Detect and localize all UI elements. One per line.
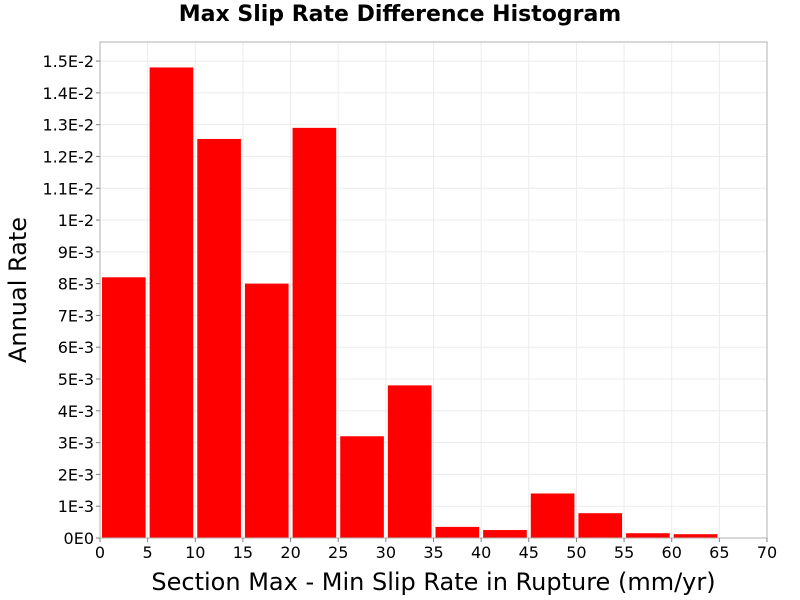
y-tick-label: 0E0 (64, 529, 94, 548)
y-tick-label: 8E-3 (58, 275, 94, 294)
bars-layer (102, 67, 718, 538)
y-tick-label: 1.3E-2 (42, 116, 94, 135)
y-tick-label: 9E-3 (58, 243, 94, 262)
y-tick-label: 1E-2 (58, 211, 94, 230)
x-tick-label: 30 (376, 543, 396, 562)
x-tick-label: 10 (185, 543, 205, 562)
y-tick-label: 7E-3 (58, 306, 94, 325)
histogram-bar (197, 138, 241, 538)
y-tick-label: 1.5E-2 (42, 52, 94, 71)
histogram-bar (292, 127, 337, 538)
x-tick-label: 45 (519, 543, 539, 562)
x-tick-label: 5 (143, 543, 153, 562)
grid-layer (99, 42, 768, 539)
x-tick-label: 50 (566, 543, 586, 562)
y-axis: 0E0 1E-3 2E-3 3E-3 4E-3 5E-3 6E-3 7E-3 8E-3 9E-3 1… (42, 52, 100, 548)
y-tick-label: 1.4E-2 (42, 84, 94, 103)
histogram-bar (102, 277, 146, 538)
histogram-bar (673, 534, 718, 538)
x-axis-label: Section Max - Min Slip Rate in Rupture (… (151, 568, 715, 596)
x-tick-label: 15 (233, 543, 253, 562)
histogram-bar (244, 283, 289, 538)
y-tick-label: 1E-3 (58, 497, 94, 516)
x-tick-label: 65 (709, 543, 729, 562)
y-tick-label: 5E-3 (58, 370, 94, 389)
x-tick-label: 25 (328, 543, 348, 562)
histogram-bar (435, 526, 480, 538)
y-tick-label: 2E-3 (58, 465, 94, 484)
x-tick-label: 70 (757, 543, 777, 562)
x-tick-label: 20 (280, 543, 300, 562)
histogram-bar (387, 385, 432, 538)
y-tick-label: 6E-3 (58, 338, 94, 357)
histogram-bar (149, 67, 194, 538)
histogram-bar (340, 436, 384, 538)
x-tick-label: 60 (662, 543, 682, 562)
x-tick-label: 35 (423, 543, 443, 562)
x-tick-label: 40 (471, 543, 491, 562)
histogram-bar (578, 513, 623, 538)
histogram-bar (626, 533, 670, 538)
y-tick-label: 1.1E-2 (42, 179, 94, 198)
y-axis-label: Annual Rate (4, 217, 32, 363)
histogram-bar (483, 530, 527, 538)
histogram-bar (530, 493, 575, 538)
y-tick-label: 1.2E-2 (42, 147, 94, 166)
y-tick-label: 4E-3 (58, 402, 94, 421)
x-tick-label: 0 (95, 543, 105, 562)
x-tick-label: 55 (614, 543, 634, 562)
x-axis: 0 5 10 15 20 25 30 35 40 45 50 55 60 65 70 (95, 538, 777, 562)
y-tick-label: 3E-3 (58, 434, 94, 453)
chart-title: Max Slip Rate Difference Histogram (178, 2, 622, 27)
